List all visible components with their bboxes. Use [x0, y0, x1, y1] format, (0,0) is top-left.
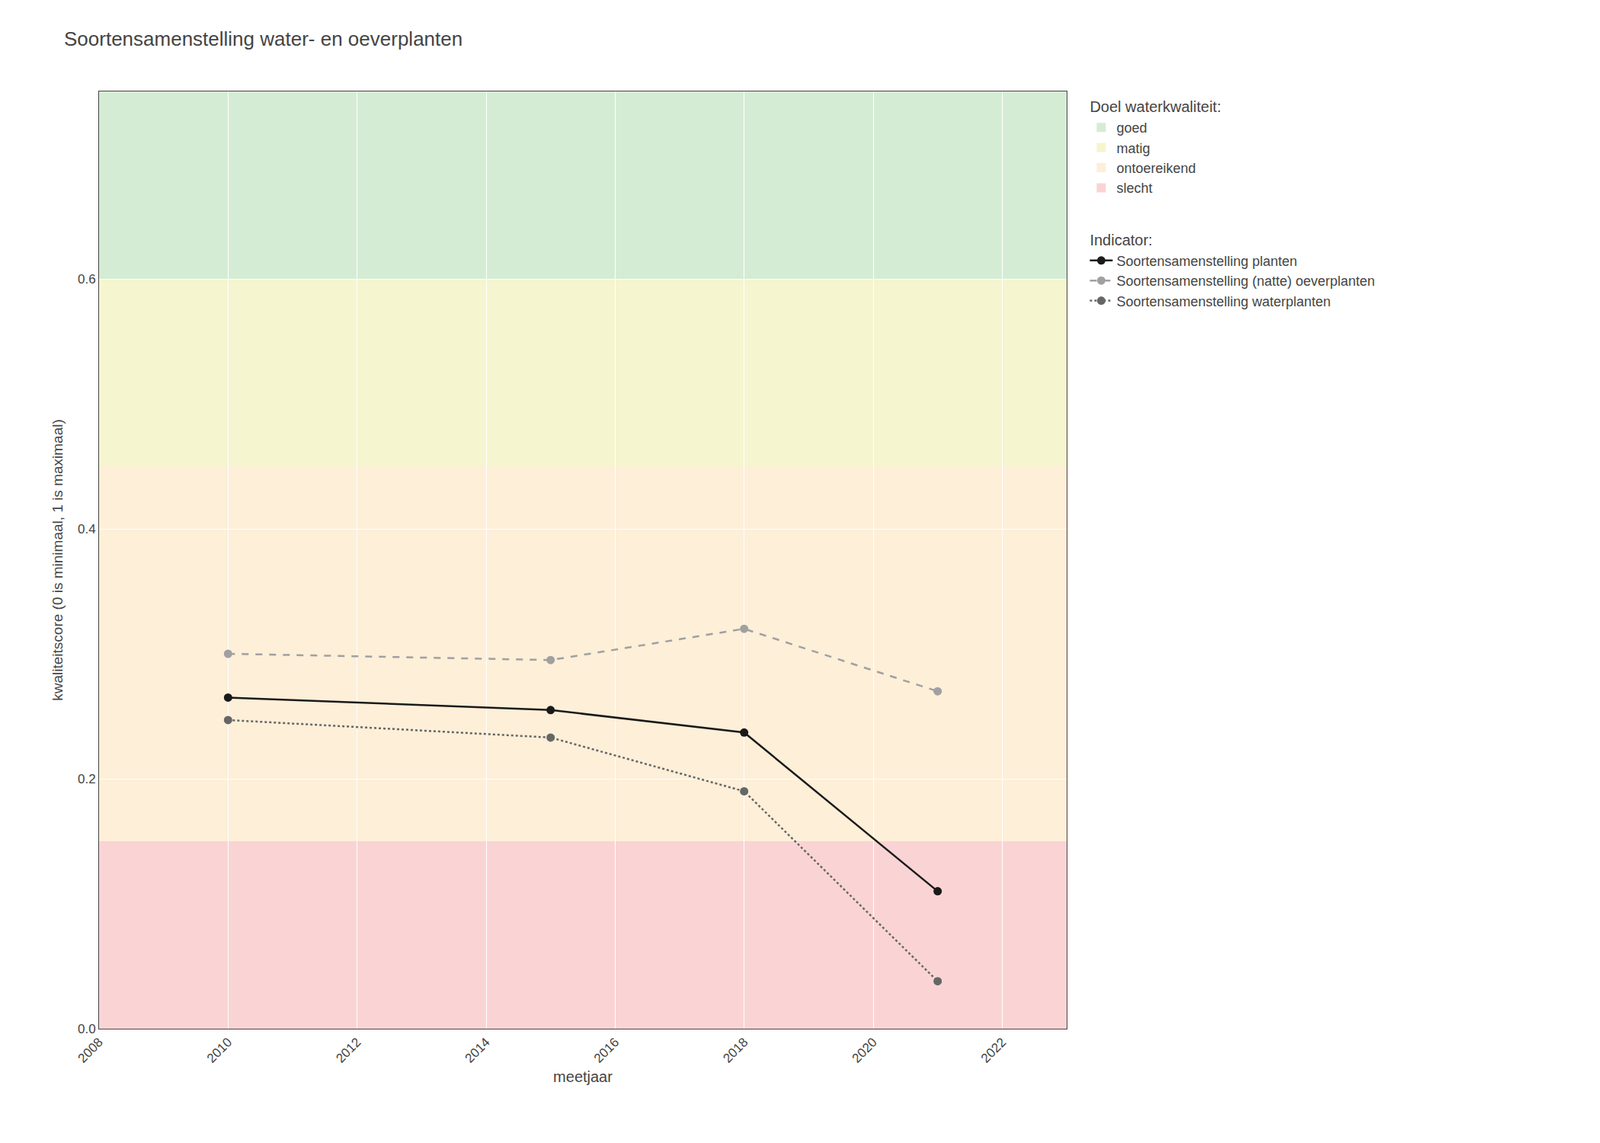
svg-text:slecht: slecht [1116, 180, 1152, 196]
svg-text:Doel waterkwaliteit:: Doel waterkwaliteit: [1089, 98, 1221, 116]
svg-text:2014: 2014 [462, 1034, 493, 1066]
svg-text:0.0: 0.0 [77, 1021, 96, 1037]
svg-text:matig: matig [1116, 140, 1150, 157]
svg-text:2016: 2016 [591, 1034, 622, 1066]
svg-text:2008: 2008 [75, 1034, 106, 1066]
svg-text:2012: 2012 [332, 1034, 364, 1066]
svg-text:meetjaar: meetjaar [553, 1068, 613, 1085]
svg-text:kwaliteitscore (0 is minimaal,: kwaliteitscore (0 is minimaal, 1 is maxi… [49, 419, 66, 701]
svg-text:2022: 2022 [978, 1034, 1009, 1066]
svg-text:Soortensamenstelling waterplan: Soortensamenstelling waterplanten [1116, 294, 1331, 310]
svg-text:goed: goed [1116, 120, 1147, 136]
svg-text:Soortensamenstelling (natte) o: Soortensamenstelling (natte) oeverplante… [1116, 273, 1375, 289]
svg-text:Indicator:: Indicator: [1089, 231, 1152, 249]
svg-text:2020: 2020 [849, 1034, 880, 1066]
svg-text:Soortensamenstelling water- en: Soortensamenstelling water- en oeverplan… [64, 27, 463, 51]
svg-text:Soortensamenstelling planten: Soortensamenstelling planten [1116, 253, 1297, 269]
svg-text:2010: 2010 [204, 1034, 235, 1066]
svg-text:2018: 2018 [720, 1034, 751, 1066]
svg-text:0.2: 0.2 [77, 771, 96, 787]
svg-text:0.4: 0.4 [77, 521, 96, 537]
svg-text:0.6: 0.6 [77, 272, 96, 287]
svg-text:ontoereikend: ontoereikend [1116, 160, 1196, 176]
